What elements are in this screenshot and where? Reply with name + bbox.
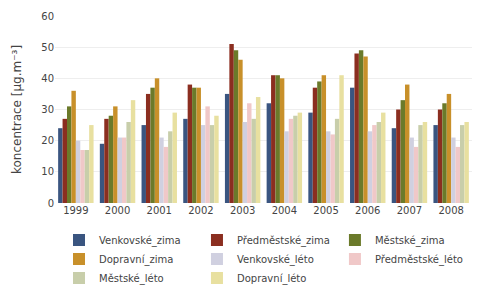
svg-text:10: 10 [41, 166, 54, 177]
svg-text:2007: 2007 [397, 205, 422, 216]
svg-text:Městské_léto: Městské_léto [99, 273, 164, 285]
svg-text:0: 0 [48, 198, 54, 209]
svg-text:2006: 2006 [355, 205, 380, 216]
svg-text:Venkovské_léto: Venkovské_léto [237, 254, 314, 266]
svg-text:Městské_zima: Městské_zima [375, 235, 445, 247]
svg-text:Předměstské_zima: Předměstské_zima [237, 235, 330, 247]
svg-text:2002: 2002 [188, 205, 213, 216]
svg-text:50: 50 [41, 42, 54, 53]
svg-text:Dopravní_léto: Dopravní_léto [237, 273, 306, 285]
svg-text:2008: 2008 [438, 205, 463, 216]
svg-text:2004: 2004 [272, 205, 297, 216]
svg-text:60: 60 [41, 11, 54, 22]
svg-text:30: 30 [41, 104, 54, 115]
svg-text:2003: 2003 [230, 205, 255, 216]
svg-text:Venkovské_zima: Venkovské_zima [99, 235, 181, 247]
svg-text:Dopravní_zima: Dopravní_zima [99, 254, 173, 266]
svg-text:2000: 2000 [105, 205, 130, 216]
svg-text:Předměstské_léto: Předměstské_léto [375, 254, 463, 266]
svg-text:20: 20 [41, 135, 54, 146]
svg-text:2001: 2001 [147, 205, 172, 216]
svg-text:1999: 1999 [63, 205, 88, 216]
svg-text:koncentrace [μg.m⁻³]: koncentrace [μg.m⁻³] [10, 45, 24, 174]
svg-text:2005: 2005 [313, 205, 338, 216]
svg-text:40: 40 [41, 73, 54, 84]
